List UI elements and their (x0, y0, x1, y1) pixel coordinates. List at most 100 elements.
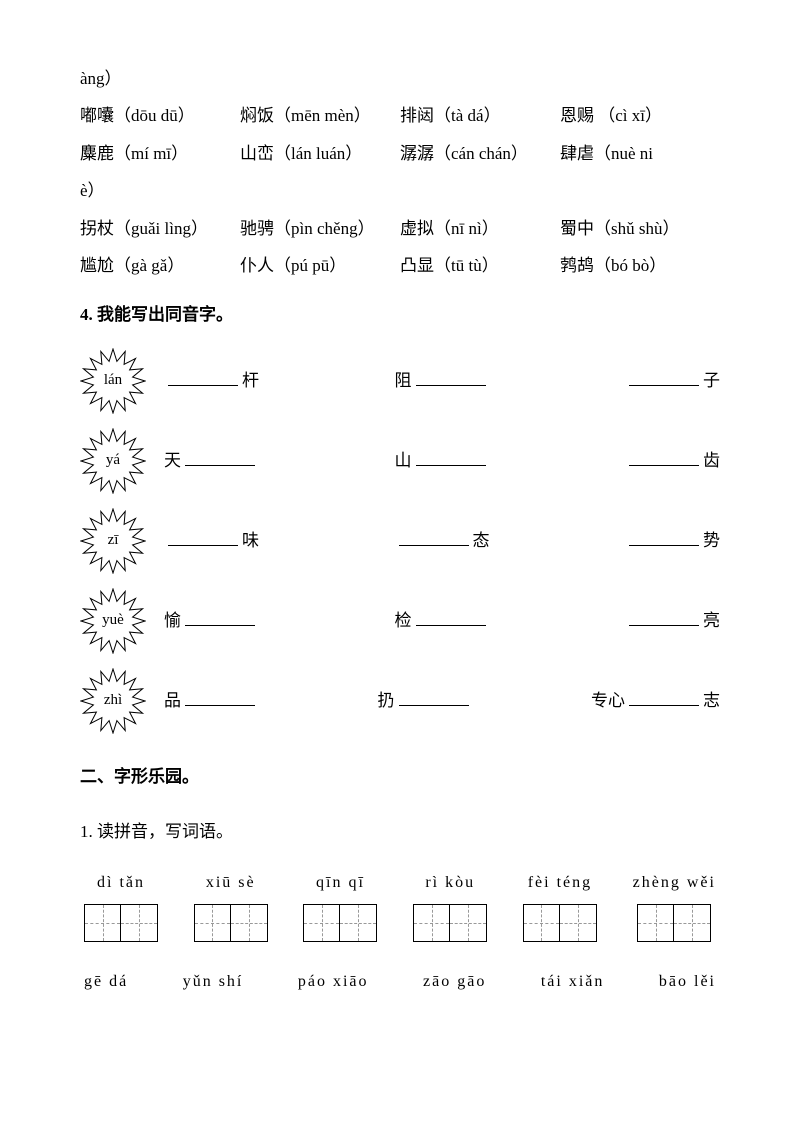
vocab-pinyin: （guǎi lìng） (114, 219, 208, 238)
homophone-item: 扔 (378, 682, 473, 719)
homophone-pinyin: yá (106, 444, 120, 477)
vocab-pinyin: （cán chán） (434, 144, 528, 163)
vocab-word: 嘟囔 (80, 106, 114, 125)
sunburst-icon: zī (80, 508, 146, 574)
char-write-grid[interactable] (303, 904, 377, 942)
homophone-item: 愉 (164, 602, 259, 639)
homophone-row: zī 味 态 势 (80, 508, 720, 574)
vocab-pinyin: （nuè ni (594, 144, 653, 163)
homophone-item: 亮 (625, 602, 720, 639)
homophone-suffix: 齿 (703, 442, 720, 479)
homophone-item: 山 (395, 442, 490, 479)
vocab-word: 麋鹿 (80, 144, 114, 163)
homophone-item: 天 (164, 442, 259, 479)
homophone-suffix: 态 (473, 522, 490, 559)
char-write-grid[interactable] (523, 904, 597, 942)
fill-blank[interactable] (416, 448, 486, 466)
sunburst-icon: lán (80, 348, 146, 414)
vocab-word: 鹁鸪 (560, 256, 594, 275)
homophone-item: 子 (625, 362, 720, 399)
sunburst-icon: zhì (80, 668, 146, 734)
vocab-word: 虚拟 (400, 219, 434, 238)
vocab-word: 驰骋 (240, 219, 274, 238)
vocab-pinyin: （tà dá） (434, 106, 501, 125)
pinyin-write-item: qīn qī (303, 865, 377, 942)
vocab-pinyin: （gà gǎ） (114, 256, 184, 275)
vocab-pinyin: （mí mī） (114, 144, 188, 163)
pinyin-label: páo xiāo (298, 964, 369, 999)
vocab-word: 潺潺 (400, 144, 434, 163)
homophone-prefix: 检 (395, 602, 412, 639)
page-fragment-mid: è） (80, 172, 720, 209)
homophone-item: 阻 (395, 362, 490, 399)
fill-blank[interactable] (629, 448, 699, 466)
homophone-suffix: 味 (242, 522, 259, 559)
fill-blank[interactable] (629, 688, 699, 706)
homophone-item: 检 (395, 602, 490, 639)
fill-blank[interactable] (185, 448, 255, 466)
fill-blank[interactable] (416, 608, 486, 626)
section-2-title: 二、字形乐园。 (80, 758, 720, 795)
fill-blank[interactable] (185, 608, 255, 626)
page-fragment-top: àng） (80, 60, 720, 97)
char-write-grid[interactable] (194, 904, 268, 942)
homophone-pinyin: lán (104, 364, 122, 397)
vocab-pinyin: （mēn mèn） (274, 106, 371, 125)
fill-blank[interactable] (168, 528, 238, 546)
vocab-word: 焖饭 (240, 106, 274, 125)
vocab-pinyin: （tū tù） (434, 256, 499, 275)
char-write-grid[interactable] (637, 904, 711, 942)
homophone-suffix: 势 (703, 522, 720, 559)
fill-blank[interactable] (399, 688, 469, 706)
vocab-pinyin: （lán luán） (274, 144, 362, 163)
vocab-word: 山峦 (240, 144, 274, 163)
vocab-pinyin: （cì xī） (598, 106, 662, 125)
homophone-suffix: 亮 (703, 602, 720, 639)
fill-blank[interactable] (399, 528, 469, 546)
homophone-prefix: 天 (164, 442, 181, 479)
vocab-pinyin: （dōu dū） (114, 106, 195, 125)
fill-blank[interactable] (629, 368, 699, 386)
vocab-row-4: 尴尬（gà gǎ） 仆人（pú pū） 凸显（tū tù） 鹁鸪（bó bò） (80, 247, 720, 284)
homophone-row: yá 天 山 齿 (80, 428, 720, 494)
homophone-item: 齿 (625, 442, 720, 479)
vocab-word: 拐杖 (80, 219, 114, 238)
pinyin-label: yǔn shí (183, 964, 244, 999)
homophone-prefix: 山 (395, 442, 412, 479)
fill-blank[interactable] (629, 608, 699, 626)
homophone-item: 势 (625, 522, 720, 559)
homophone-prefix: 愉 (164, 602, 181, 639)
pinyin-label: qīn qī (316, 865, 365, 900)
homophone-item: 杆 (164, 362, 259, 399)
pinyin-label: bāo lěi (659, 964, 716, 999)
fill-blank[interactable] (416, 368, 486, 386)
vocab-pinyin: （shǔ shù） (594, 219, 679, 238)
homophone-prefix: 专心 (591, 682, 625, 719)
vocab-word: 仆人 (240, 256, 274, 275)
vocab-pinyin: （pìn chěng） (274, 219, 375, 238)
homophone-prefix: 扔 (378, 682, 395, 719)
pinyin-write-item: rì kòu (413, 865, 487, 942)
pinyin-write-item: fèi téng (523, 865, 597, 942)
pinyin-label: tái xiǎn (541, 964, 605, 999)
vocab-row-2: 麋鹿（mí mī） 山峦（lán luán） 潺潺（cán chán） 肆虐（n… (80, 135, 720, 172)
homophone-prefix: 阻 (395, 362, 412, 399)
vocab-pinyin: （nī nì） (434, 219, 499, 238)
char-write-grid[interactable] (413, 904, 487, 942)
vocab-word: 排闼 (400, 106, 434, 125)
homophone-suffix: 子 (703, 362, 720, 399)
pinyin-label: fèi téng (528, 865, 592, 900)
vocab-row-1: 嘟囔（dōu dū） 焖饭（mēn mèn） 排闼（tà dá） 恩赐 （cì … (80, 97, 720, 134)
pinyin-label: xiū sè (206, 865, 256, 900)
fill-blank[interactable] (629, 528, 699, 546)
vocab-word: 尴尬 (80, 256, 114, 275)
fill-blank[interactable] (168, 368, 238, 386)
vocab-word: 肆虐 (560, 144, 594, 163)
vocab-pinyin: （bó bò） (594, 256, 666, 275)
homophone-suffix: 志 (703, 682, 720, 719)
pinyin-label: gē dá (84, 964, 128, 999)
fill-blank[interactable] (185, 688, 255, 706)
vocab-word: 蜀中 (560, 219, 594, 238)
char-write-grid[interactable] (84, 904, 158, 942)
homophone-row: zhì品 扔专心志 (80, 668, 720, 734)
